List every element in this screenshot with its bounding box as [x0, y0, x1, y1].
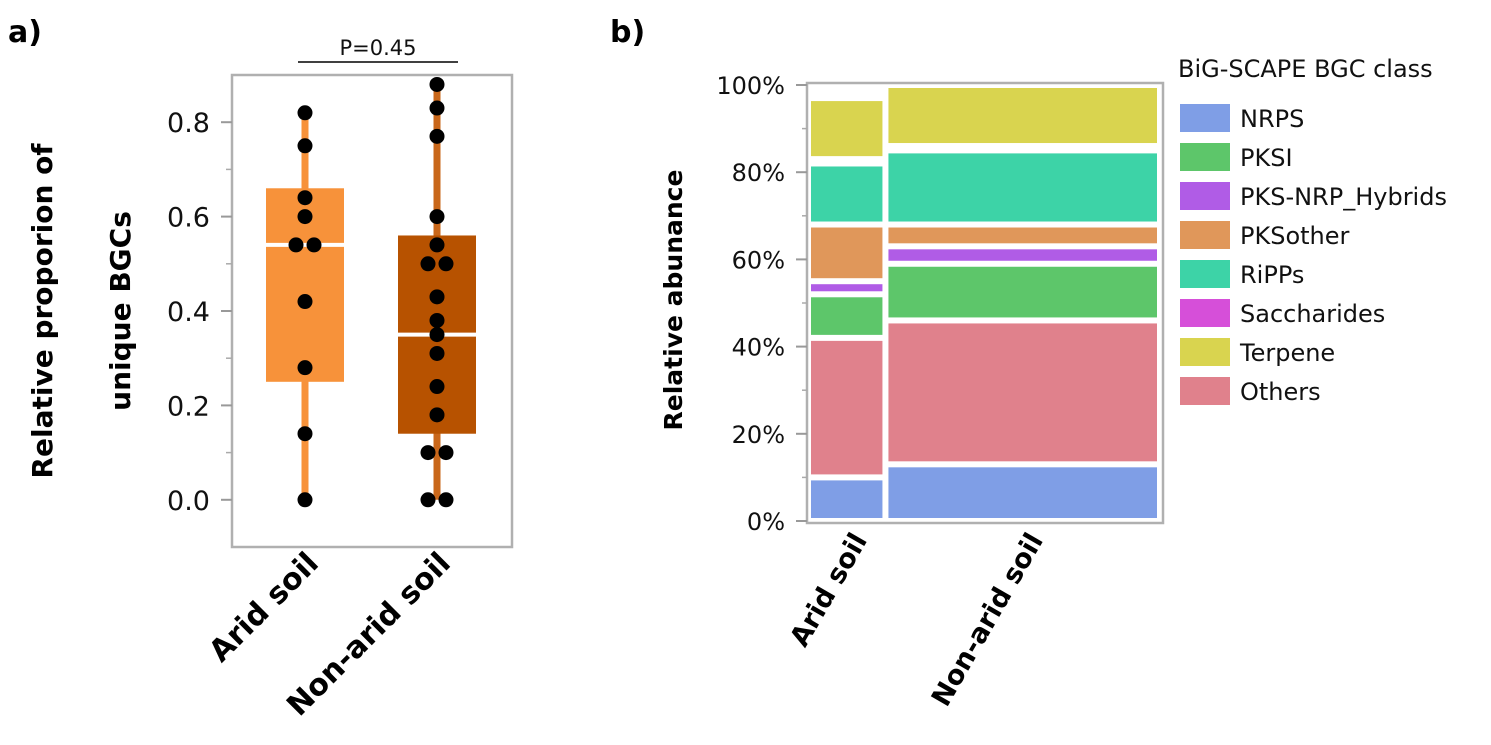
legend-label: Saccharides: [1240, 300, 1385, 328]
y-tick-label: 0.2: [167, 391, 210, 422]
mosaic-panel: 0% 20% 40% 60% 80% 100% Relative abunance Ari…: [659, 55, 1447, 712]
mosaic-segment: [888, 153, 1157, 222]
legend-label: Others: [1240, 378, 1321, 406]
mosaic-segments: [811, 88, 1157, 518]
data-point: [288, 237, 304, 253]
data-point: [429, 100, 445, 116]
mosaic-segment: [811, 284, 883, 292]
legend-label: NRPS: [1240, 105, 1304, 133]
x-category-label: Arid soil: [202, 546, 325, 669]
boxplot-y-axis: 0.0 0.2 0.4 0.6 0.8: [167, 108, 232, 517]
data-point: [297, 209, 313, 225]
data-point: [297, 138, 313, 154]
mosaic-segment: [888, 249, 1157, 261]
legend-swatch: [1180, 260, 1230, 288]
y-tick-label: 0.6: [167, 203, 210, 234]
data-point: [438, 492, 454, 508]
mosaic-segment: [811, 480, 883, 518]
data-point: [438, 256, 454, 272]
data-point: [429, 407, 445, 423]
data-point: [297, 294, 313, 310]
data-point: [429, 237, 445, 253]
legend-swatch: [1180, 143, 1230, 171]
panel-a-label: a): [8, 15, 42, 50]
panel-b-label: b): [610, 15, 645, 50]
y-tick-label: 40%: [732, 334, 785, 362]
data-point: [429, 76, 445, 92]
legend-swatch: [1180, 221, 1230, 249]
data-point: [429, 379, 445, 395]
y-tick-label: 0.8: [167, 108, 210, 139]
data-point: [420, 492, 436, 508]
y-tick-label: 20%: [732, 421, 785, 449]
y-tick-label: 0.0: [167, 486, 210, 517]
legend-label: PKSI: [1240, 144, 1293, 172]
legend-swatch: [1180, 182, 1230, 210]
data-point: [306, 237, 322, 253]
y-tick-label: 0%: [747, 508, 785, 536]
legend-swatch: [1180, 299, 1230, 327]
legend: BiG-SCAPE BGC class NRPS PKSI PKS-NRP_Hybr…: [1178, 55, 1447, 406]
legend-label: PKSother: [1240, 222, 1350, 250]
legend-label: Terpene: [1239, 339, 1335, 367]
legend-swatch: [1180, 377, 1230, 405]
data-point: [429, 327, 445, 343]
legend-label: PKS-NRP_Hybrids: [1240, 183, 1447, 211]
boxplot-y-label-line1: Relative proporion of: [26, 143, 59, 479]
boxplot-y-label-line2: unique BGCs: [104, 211, 137, 411]
legend-label: RiPPs: [1240, 261, 1304, 289]
data-point: [297, 360, 313, 376]
legend-swatch: [1180, 338, 1230, 366]
data-point: [429, 209, 445, 225]
y-tick-label: 0.4: [167, 297, 210, 328]
mosaic-y-axis: 0% 20% 40% 60% 80% 100%: [716, 72, 807, 536]
mosaic-segment: [811, 297, 883, 335]
y-tick-label: 80%: [732, 159, 785, 187]
mosaic-segment: [888, 227, 1157, 244]
mosaic-segment: [888, 88, 1157, 144]
boxplot-panel: 0.0 0.2 0.4 0.6 0.8 P=0.45 Relative proporio…: [26, 36, 514, 723]
legend-title: BiG-SCAPE BGC class: [1178, 55, 1433, 83]
mosaic-segment: [888, 266, 1157, 318]
x-category-label: Arid soil: [784, 528, 874, 652]
boxplot-points: [288, 76, 454, 508]
data-point: [297, 190, 313, 206]
p-value-text: P=0.45: [339, 36, 416, 60]
data-point: [429, 128, 445, 144]
legend-swatch: [1180, 104, 1230, 132]
mosaic-y-label: Relative abunance: [659, 170, 688, 431]
x-category-label: Non-arid soil: [926, 528, 1050, 712]
data-point: [297, 426, 313, 442]
data-point: [420, 445, 436, 461]
y-tick-label: 100%: [716, 72, 785, 100]
mosaic-segment: [888, 467, 1157, 518]
y-tick-label: 60%: [732, 246, 785, 274]
data-point: [297, 492, 313, 508]
data-point: [429, 289, 445, 305]
data-point: [429, 312, 445, 328]
data-point: [297, 105, 313, 121]
mosaic-segment: [888, 323, 1157, 462]
data-point: [429, 345, 445, 361]
mosaic-category-labels: Arid soil Non-arid soil: [784, 528, 1050, 712]
data-point: [438, 445, 454, 461]
data-point: [420, 256, 436, 272]
mosaic-segment: [811, 227, 883, 279]
mosaic-segment: [811, 340, 883, 475]
p-value-annotation: P=0.45: [298, 36, 458, 63]
boxplot-boxes: [266, 84, 476, 500]
mosaic-segment: [811, 101, 883, 157]
mosaic-segment: [811, 166, 883, 222]
